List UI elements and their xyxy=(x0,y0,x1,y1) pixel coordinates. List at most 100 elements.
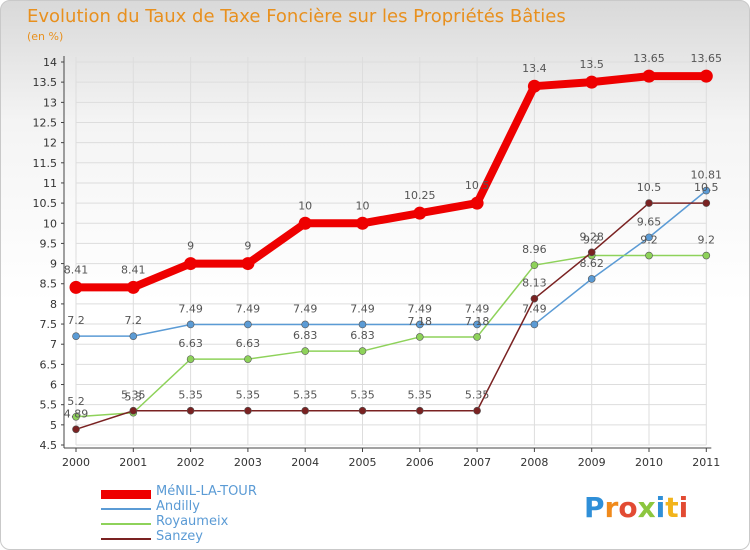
data-point xyxy=(129,332,138,340)
data-point xyxy=(702,186,711,195)
data-point xyxy=(244,355,252,363)
data-label: 7.49 xyxy=(236,302,261,315)
data-label: 7.49 xyxy=(350,302,375,315)
x-tick-label: 2004 xyxy=(291,456,319,469)
series-line-andilly xyxy=(76,190,707,337)
data-label: 9.2 xyxy=(698,234,716,247)
data-point xyxy=(702,251,711,260)
data-point xyxy=(470,196,484,210)
data-point xyxy=(72,332,80,340)
data-point xyxy=(241,257,255,271)
legend-swatch xyxy=(101,489,151,499)
data-label: 10.5 xyxy=(637,181,662,194)
x-tick-label: 2007 xyxy=(463,456,491,469)
data-label: 8.41 xyxy=(121,263,146,276)
data-point xyxy=(473,406,481,415)
data-label: 8.62 xyxy=(579,257,604,270)
y-tick-label: 5 xyxy=(50,419,57,432)
data-label: 13.4 xyxy=(522,62,547,75)
data-point xyxy=(358,347,367,355)
legend-label: Andilly xyxy=(156,499,200,514)
data-point xyxy=(415,406,424,415)
legend-swatch xyxy=(101,538,151,540)
data-label: 9.65 xyxy=(637,215,662,228)
data-point xyxy=(587,275,596,283)
data-point xyxy=(301,406,310,415)
data-point xyxy=(527,79,541,93)
x-tick-label: 2006 xyxy=(406,456,434,469)
data-label: 10 xyxy=(298,199,312,212)
y-tick-label: 12.5 xyxy=(33,116,58,129)
y-tick-label: 6 xyxy=(50,379,57,392)
data-label: 7.2 xyxy=(125,314,143,327)
logo-letter: o xyxy=(618,491,638,524)
data-point xyxy=(358,406,367,415)
data-label: 5.35 xyxy=(408,389,433,402)
data-label: 5.3 xyxy=(125,391,143,404)
data-point xyxy=(184,257,198,271)
data-point xyxy=(415,333,424,341)
data-point xyxy=(72,412,80,421)
y-tick-label: 5.5 xyxy=(40,399,58,412)
data-label: 13.5 xyxy=(579,58,604,71)
y-tick-label: 10 xyxy=(43,217,57,230)
series-line-ménil-la-tour xyxy=(76,72,707,292)
x-tick-label: 2001 xyxy=(119,456,147,469)
data-point xyxy=(702,199,711,207)
data-label: 7.18 xyxy=(465,315,490,328)
proxiti-logo: Proxiti xyxy=(584,491,688,524)
y-tick-label: 11.5 xyxy=(33,157,58,170)
data-point xyxy=(301,347,310,355)
data-point xyxy=(645,251,653,260)
data-label: 10.25 xyxy=(404,189,436,202)
data-label: 7.18 xyxy=(408,315,433,328)
data-label: 7.49 xyxy=(178,302,203,315)
data-label: 7.49 xyxy=(522,302,547,315)
x-tick-label: 2008 xyxy=(520,456,548,469)
data-label: 10.5 xyxy=(694,181,719,194)
y-tick-label: 9 xyxy=(50,258,57,271)
data-point xyxy=(244,406,252,415)
data-label: 9.28 xyxy=(579,230,604,243)
data-point xyxy=(699,69,713,83)
data-point xyxy=(642,69,656,83)
data-point xyxy=(415,320,424,329)
y-tick-label: 13 xyxy=(43,96,57,109)
y-tick-label: 8.5 xyxy=(40,278,58,291)
data-point xyxy=(530,261,539,269)
y-tick-label: 4.5 xyxy=(40,439,58,452)
data-label: 13.65 xyxy=(633,52,665,65)
data-label: 9.2 xyxy=(583,234,601,247)
data-label: 6.83 xyxy=(350,329,375,342)
y-unit-label: (en %) xyxy=(27,30,64,43)
data-point xyxy=(129,406,138,415)
data-label: 7.2 xyxy=(67,314,85,327)
logo-letter: P xyxy=(584,491,605,524)
data-label: 10.81 xyxy=(691,169,723,182)
data-label: 8.96 xyxy=(522,243,547,256)
x-tick-label: 2011 xyxy=(692,456,720,469)
chart-title: Evolution du Taux de Taxe Foncière sur l… xyxy=(27,6,566,27)
data-point xyxy=(298,216,312,230)
data-point xyxy=(473,333,481,341)
data-point xyxy=(585,75,599,89)
data-point xyxy=(530,320,539,329)
data-label: 6.83 xyxy=(293,329,318,342)
data-label: 5.35 xyxy=(465,389,490,402)
x-tick-label: 2009 xyxy=(578,456,606,469)
legend-swatch xyxy=(101,508,151,510)
x-tick-label: 2005 xyxy=(349,456,377,469)
data-label: 7.49 xyxy=(465,302,490,315)
logo-letter: r xyxy=(604,491,619,524)
data-label: 5.35 xyxy=(350,389,375,402)
data-label: 10 xyxy=(356,199,370,212)
legend-swatch xyxy=(101,523,151,525)
data-point xyxy=(587,248,596,257)
data-point xyxy=(645,199,653,207)
data-label: 5.35 xyxy=(121,389,146,402)
data-label: 5.2 xyxy=(67,395,85,408)
data-point xyxy=(72,425,80,434)
data-label: 5.35 xyxy=(178,389,203,402)
y-tick-label: 12 xyxy=(43,137,57,150)
